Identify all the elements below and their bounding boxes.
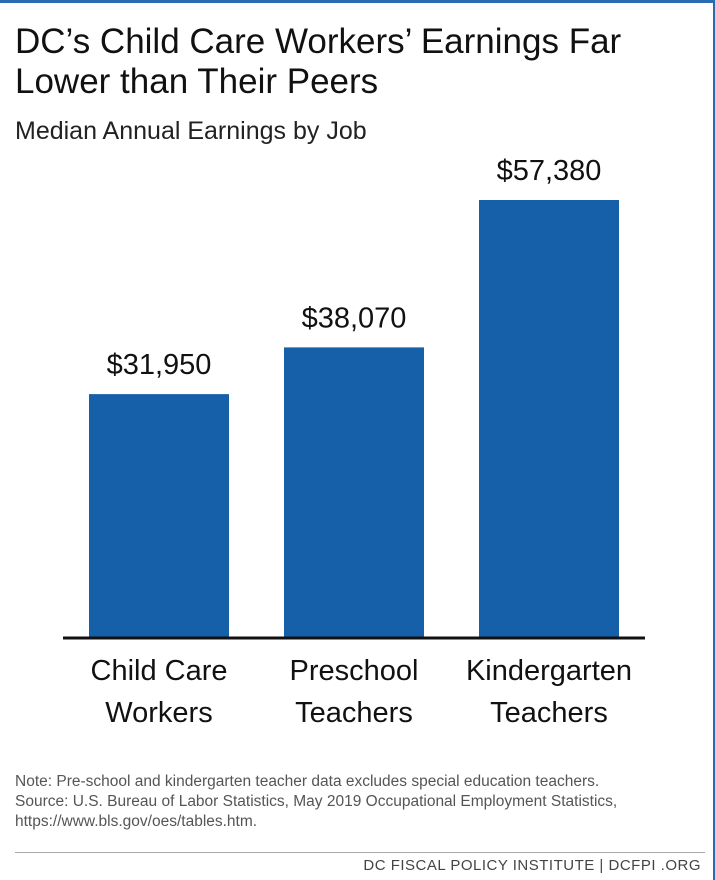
chart-subtitle: Median Annual Earnings by Job <box>15 117 367 145</box>
bar-chart: $31,950 Child Care Workers $38,070 Preschool… <box>63 155 645 729</box>
chart-title-line-1: DC’s Child Care Workers’ Earnings Far <box>15 22 622 61</box>
right-accent-line <box>713 0 715 880</box>
bar-0 <box>89 394 229 638</box>
category-label-0-line-1: Workers <box>105 697 212 729</box>
bar-value-label-1: $38,070 <box>302 302 407 334</box>
bar-value-label-2: $57,380 <box>497 155 602 187</box>
category-label-2-line-0: Kindergarten <box>466 655 632 687</box>
category-label-2-line-1: Teachers <box>490 697 608 729</box>
footer-credit: DC FISCAL POLICY INSTITUTE | DCFPI .ORG <box>363 857 701 874</box>
chart-notes: Note: Pre-school and kindergarten teache… <box>15 772 617 832</box>
footer-divider <box>15 852 705 853</box>
category-label-1-line-0: Preschool <box>290 655 419 687</box>
category-label-0-line-0: Child Care <box>91 655 228 687</box>
note-text: Note: Pre-school and kindergarten teache… <box>15 773 600 790</box>
bar-value-label-0: $31,950 <box>107 349 212 381</box>
category-label-1-line-1: Teachers <box>295 697 413 729</box>
chart-title: DC’s Child Care Workers’ Earnings Far Lo… <box>15 22 621 102</box>
source-text: Source: U.S. Bureau of Labor Statistics,… <box>15 793 618 810</box>
top-accent-line <box>0 0 713 3</box>
chart-title-line-2: Lower than Their Peers <box>15 62 379 101</box>
source-url: https://www.bls.gov/oes/tables.htm. <box>15 813 258 830</box>
bar-1 <box>284 347 424 638</box>
bar-2 <box>479 199 619 638</box>
